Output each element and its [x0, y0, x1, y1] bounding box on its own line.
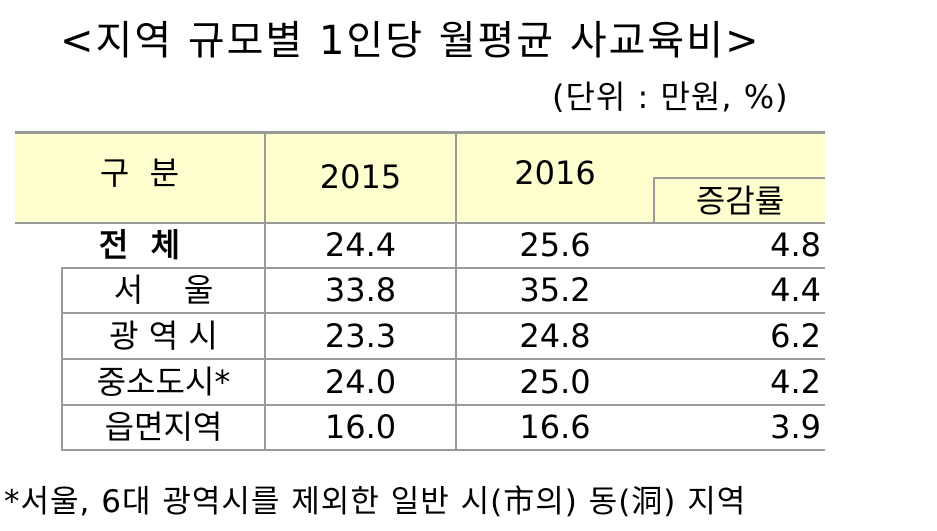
row-label-seoul: 서 울	[113, 271, 214, 309]
header-bottom-border	[15, 222, 825, 224]
unit-note: (단위 : 만원, %)	[552, 78, 789, 116]
cell-metro-rate: 6.2	[770, 317, 821, 355]
cell-rural-2016: 16.6	[519, 408, 591, 446]
header-year-2016: 2016	[514, 154, 596, 192]
cell-metro-2015: 23.3	[324, 317, 397, 355]
cell-total-rate: 4.8	[770, 226, 821, 264]
table-bottom-border	[63, 449, 825, 451]
cell-rural-2015: 16.0	[324, 408, 397, 446]
table-title: <지역 규모별 1인당 월평균 사교육비>	[60, 18, 761, 64]
row-divider-total	[63, 267, 825, 269]
expense-table: 구 분 2015 2016 증감률 전 체 24.4 25.6 4.8 서 울 …	[15, 131, 825, 451]
cell-seoul-2015: 33.8	[324, 271, 397, 309]
cell-midcity-rate: 4.2	[770, 363, 821, 401]
header-change-rate: 증감률	[695, 182, 785, 220]
header-category: 구 분	[99, 154, 180, 192]
cell-rural-rate: 3.9	[770, 408, 821, 446]
row-label-rural: 읍면지역	[104, 408, 223, 446]
cell-seoul-2016: 35.2	[519, 271, 591, 309]
row-label-total: 전 체	[98, 226, 181, 264]
cell-total-2015: 24.4	[324, 226, 397, 264]
cell-total-2016: 25.6	[519, 226, 591, 264]
col-divider-category	[264, 131, 266, 451]
row-divider-seoul	[63, 312, 825, 314]
change-header-left-border	[653, 177, 655, 223]
cell-midcity-2015: 24.0	[324, 363, 397, 401]
subregion-left-border	[61, 267, 63, 451]
change-header-divider	[655, 177, 825, 179]
row-label-midcity: 중소도시*	[96, 363, 231, 401]
cell-metro-2016: 24.8	[519, 317, 591, 355]
table-top-border	[15, 131, 825, 134]
row-label-metro: 광 역 시	[109, 317, 218, 355]
cell-midcity-2016: 25.0	[519, 363, 591, 401]
row-divider-midcity	[63, 404, 825, 406]
header-year-2015: 2015	[319, 158, 402, 196]
cell-seoul-rate: 4.4	[770, 271, 821, 309]
row-divider-metro	[63, 358, 825, 360]
footnote: *서울, 6대 광역시를 제외한 일반 시(市의) 동(洞) 지역	[4, 484, 747, 520]
col-divider-2015	[455, 131, 457, 451]
